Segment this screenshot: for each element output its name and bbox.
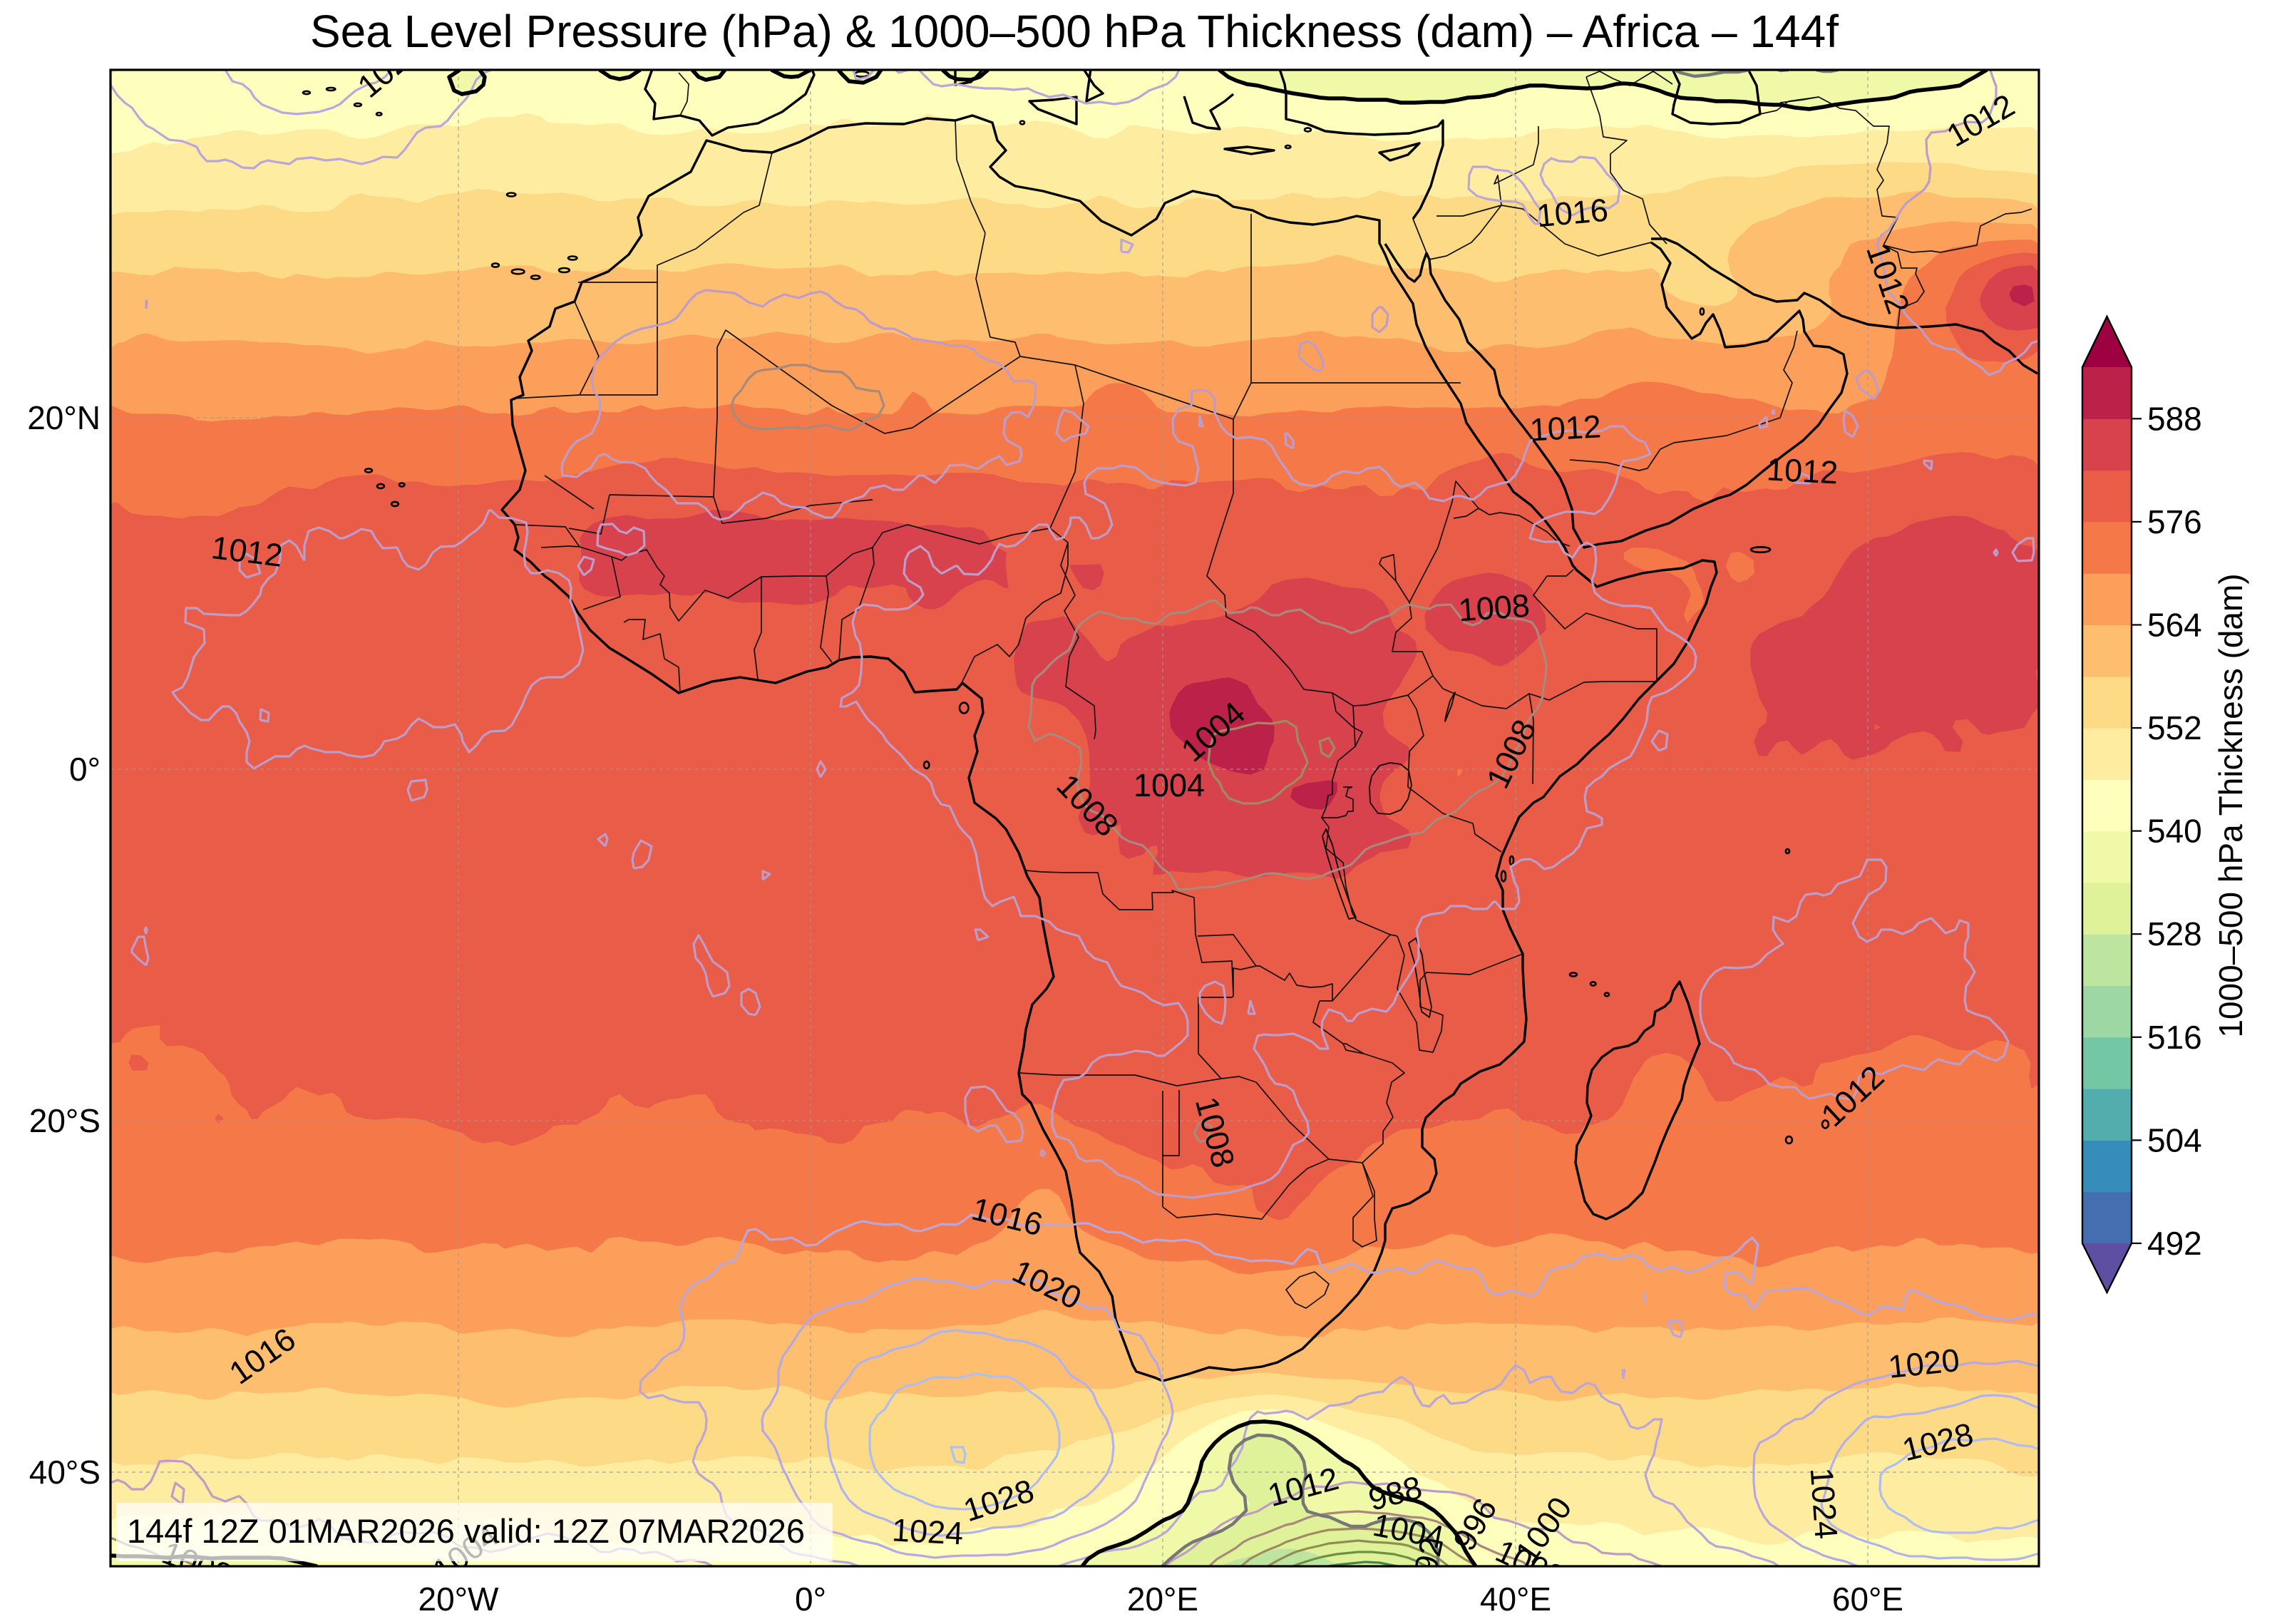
svg-text:1000–500 hPa Thickness (dam): 1000–500 hPa Thickness (dam) (2212, 573, 2249, 1037)
svg-text:1008: 1008 (1457, 587, 1531, 628)
svg-text:40°E: 40°E (1480, 1581, 1551, 1618)
svg-text:1012: 1012 (1528, 408, 1602, 448)
svg-text:540: 540 (2147, 813, 2202, 850)
svg-text:1020: 1020 (1886, 1342, 1961, 1385)
svg-text:576: 576 (2147, 503, 2202, 540)
svg-text:60°E: 60°E (1832, 1581, 1903, 1618)
svg-text:1012: 1012 (210, 529, 285, 574)
svg-text:504: 504 (2147, 1121, 2202, 1158)
svg-text:40°S: 40°S (29, 1454, 101, 1491)
svg-text:1024: 1024 (1804, 1466, 1845, 1540)
svg-text:492: 492 (2147, 1225, 2202, 1262)
svg-text:528: 528 (2147, 915, 2202, 952)
svg-text:1012: 1012 (1766, 451, 1839, 490)
svg-text:1004: 1004 (1134, 767, 1205, 803)
svg-text:588: 588 (2147, 400, 2202, 437)
svg-text:20°N: 20°N (27, 399, 101, 436)
svg-text:1024: 1024 (891, 1511, 965, 1551)
svg-text:20°S: 20°S (29, 1102, 101, 1139)
svg-text:Sea Level Pressure (hPa) & 100: Sea Level Pressure (hPa) & 1000–500 hPa … (310, 6, 1839, 57)
svg-text:20°E: 20°E (1127, 1581, 1198, 1618)
svg-text:0°: 0° (69, 751, 101, 788)
svg-text:0°: 0° (795, 1581, 826, 1618)
svg-text:144f 12Z 01MAR2026 valid: 12Z: 144f 12Z 01MAR2026 valid: 12Z 07MAR2026 (127, 1512, 805, 1550)
svg-text:552: 552 (2147, 709, 2202, 746)
svg-text:564: 564 (2147, 607, 2202, 644)
svg-text:516: 516 (2147, 1019, 2202, 1056)
svg-text:20°W: 20°W (418, 1581, 500, 1618)
svg-text:1016: 1016 (1536, 192, 1610, 235)
